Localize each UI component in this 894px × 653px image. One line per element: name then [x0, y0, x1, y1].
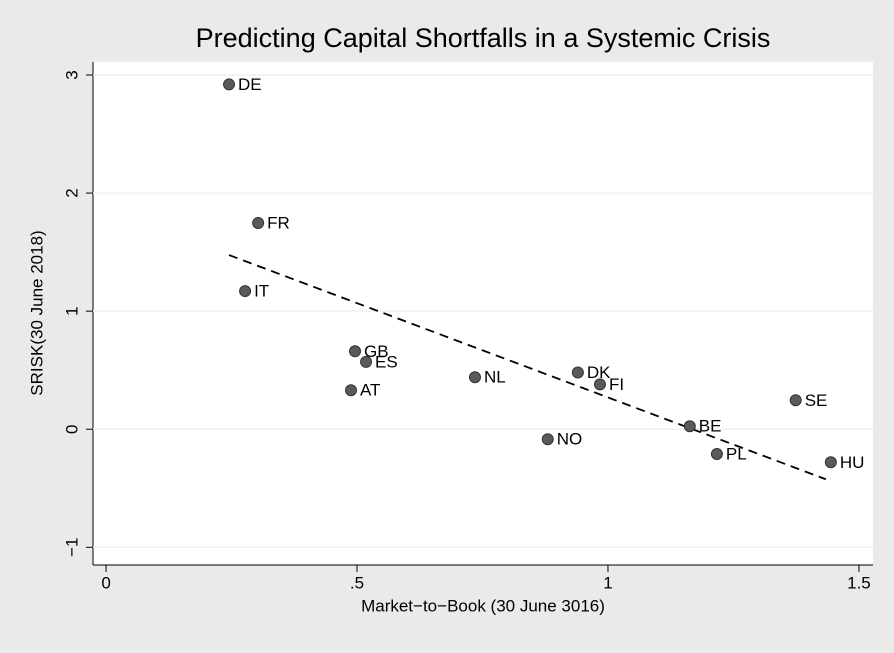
point	[252, 217, 265, 230]
point-label: NO	[557, 430, 583, 449]
point	[468, 371, 481, 384]
y-tick-label: −1	[62, 538, 81, 557]
point	[710, 448, 723, 461]
y-tick-label: 1	[62, 306, 81, 315]
x-tick-label: .5	[350, 573, 364, 592]
point-label: HU	[840, 453, 865, 472]
point-label: NL	[484, 368, 506, 387]
point-label: PL	[726, 444, 747, 463]
point-label: ES	[375, 352, 398, 371]
y-tick-label: 2	[62, 188, 81, 197]
x-tick-label: 1	[603, 573, 612, 592]
point	[360, 355, 373, 368]
point	[239, 285, 252, 298]
chart-title: Predicting Capital Shortfalls in a Syste…	[196, 23, 771, 53]
point	[344, 384, 357, 397]
point	[541, 433, 554, 446]
point-label: FR	[267, 214, 290, 233]
y-tick-label: 0	[62, 424, 81, 433]
point	[789, 394, 802, 407]
point	[571, 366, 584, 379]
point-label: DK	[587, 363, 611, 382]
x-tick-label: 0	[101, 573, 110, 592]
y-axis-label: SRISK(30 June 2018)	[27, 230, 46, 395]
point-label: SE	[805, 391, 828, 410]
point	[223, 78, 236, 91]
point-label: GB	[364, 342, 389, 361]
point-label: IT	[254, 282, 269, 301]
point-label: AT	[360, 381, 380, 400]
point	[683, 420, 696, 433]
plot-area	[93, 62, 873, 565]
point-label: FI	[609, 375, 624, 394]
point	[593, 378, 606, 391]
point-label: BE	[699, 417, 722, 436]
x-axis-label: Market−to−Book (30 June 3016)	[361, 596, 605, 615]
point	[824, 456, 837, 469]
point	[349, 345, 362, 358]
y-tick-label: 3	[62, 70, 81, 79]
x-tick-label: 1.5	[847, 573, 871, 592]
point-label: DE	[238, 75, 262, 94]
fit-line	[228, 254, 827, 481]
